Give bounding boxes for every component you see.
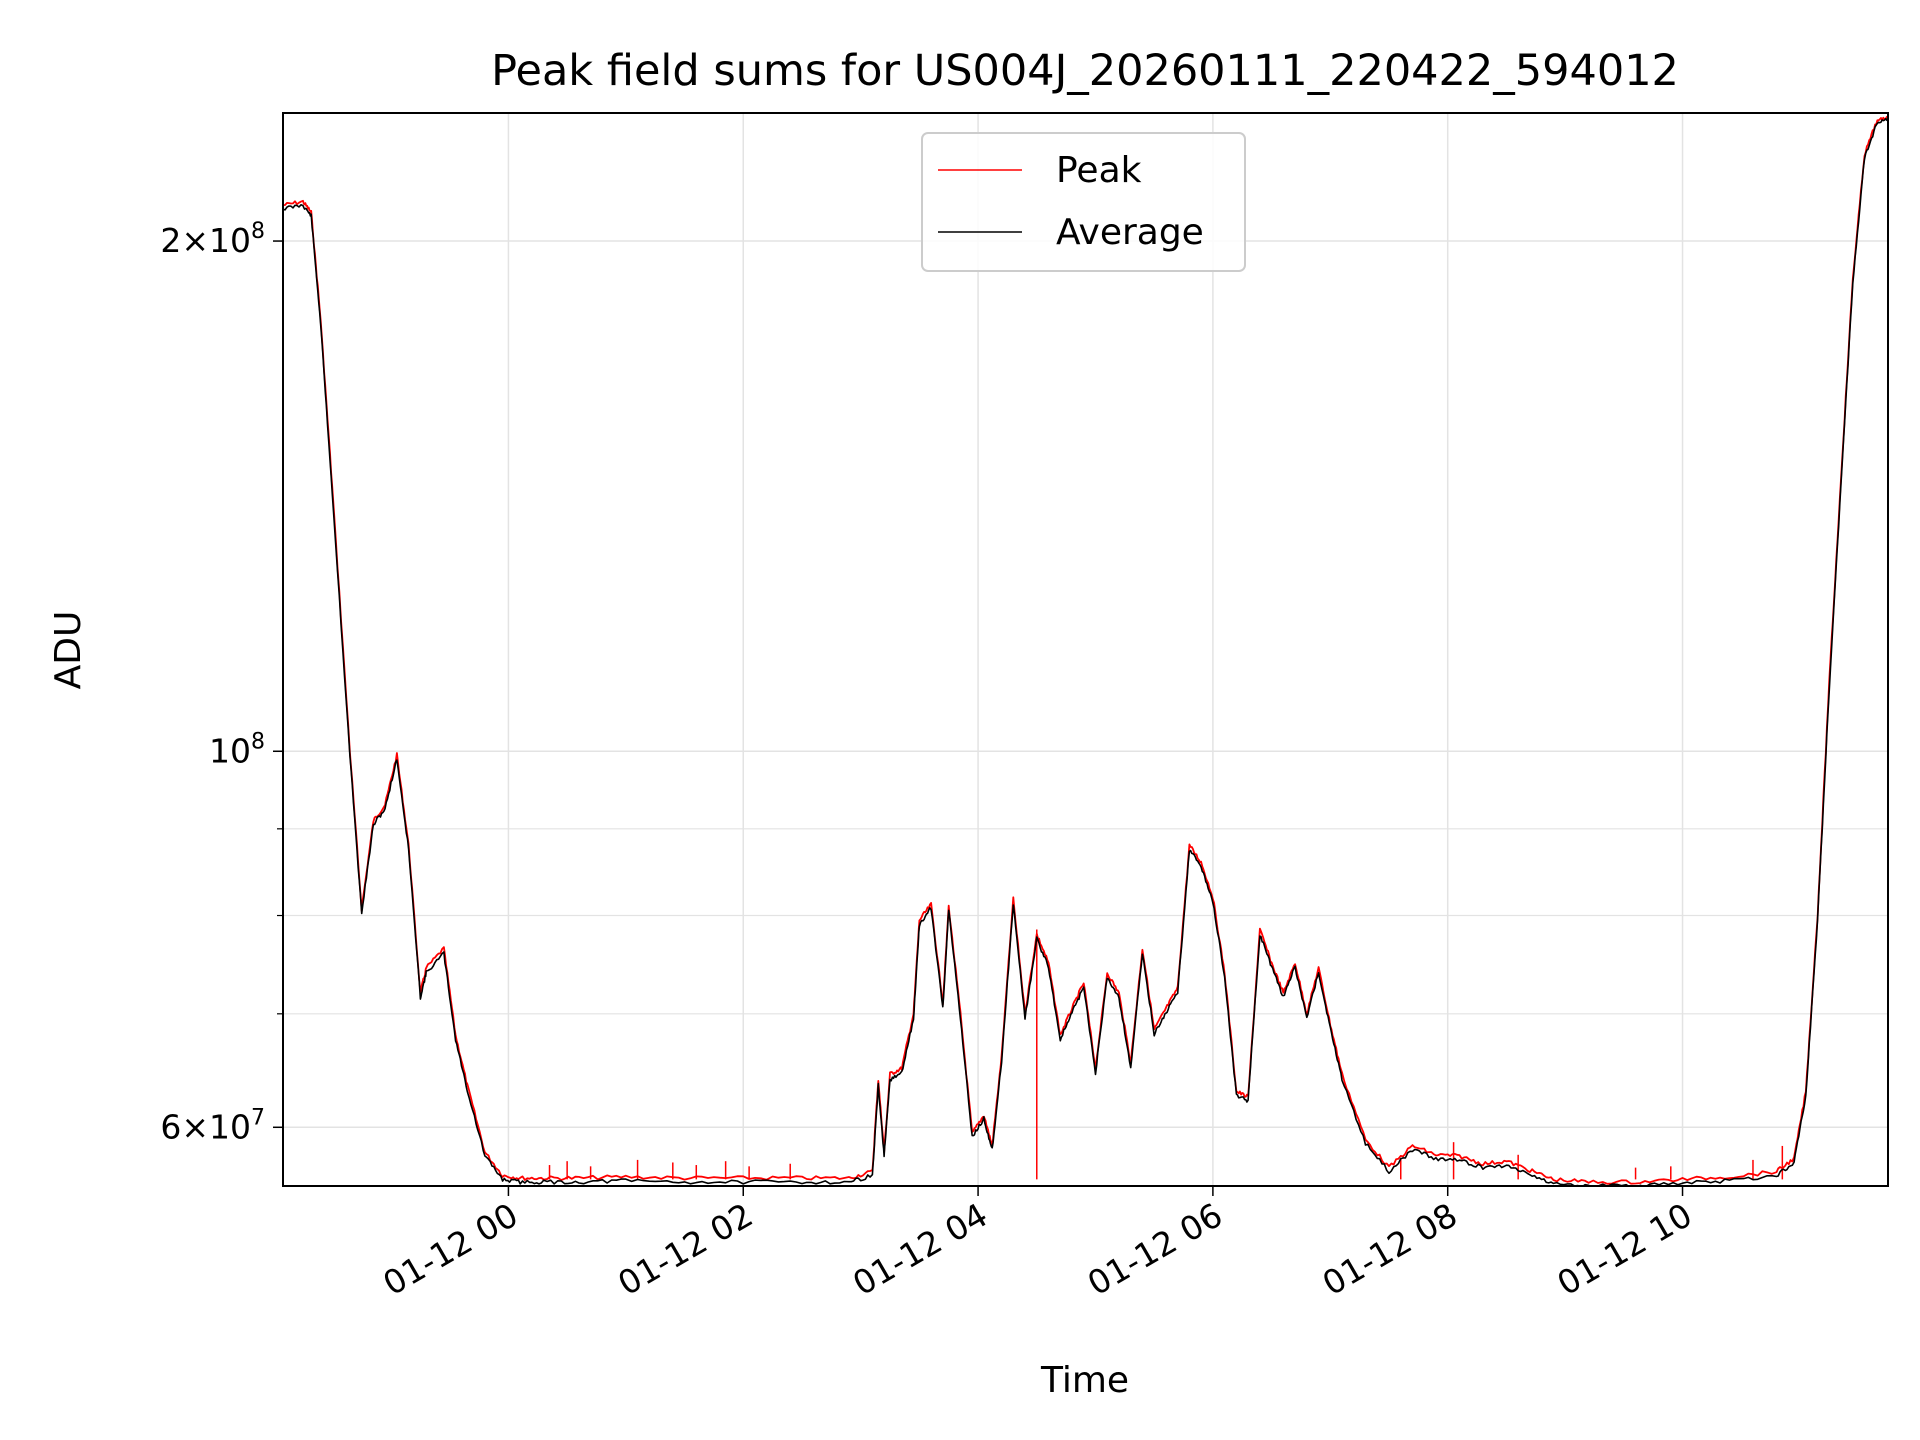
y-tick-label: 108 [209, 729, 265, 770]
plot-frame [282, 112, 1889, 1187]
legend: Peak Average [921, 132, 1246, 272]
y-axis-label: ADU [48, 611, 89, 690]
y-tick-label: 6×107 [160, 1105, 265, 1146]
x-axis-label: Time [1040, 1360, 1129, 1401]
series-lines [283, 115, 1888, 1186]
chart-title: Peak field sums for US004J_20260111_2204… [491, 46, 1679, 96]
legend-box [921, 132, 1246, 272]
series-line-peak [283, 115, 1888, 1185]
y-axis-ticks: 6×107 108 2×108 [160, 219, 283, 1146]
series-line-average [283, 117, 1888, 1186]
legend-label-peak: Peak [1056, 150, 1142, 191]
legend-label-average: Average [1056, 212, 1204, 253]
y-tick-label: 2×108 [160, 219, 265, 260]
grid-lines [283, 113, 1888, 1186]
